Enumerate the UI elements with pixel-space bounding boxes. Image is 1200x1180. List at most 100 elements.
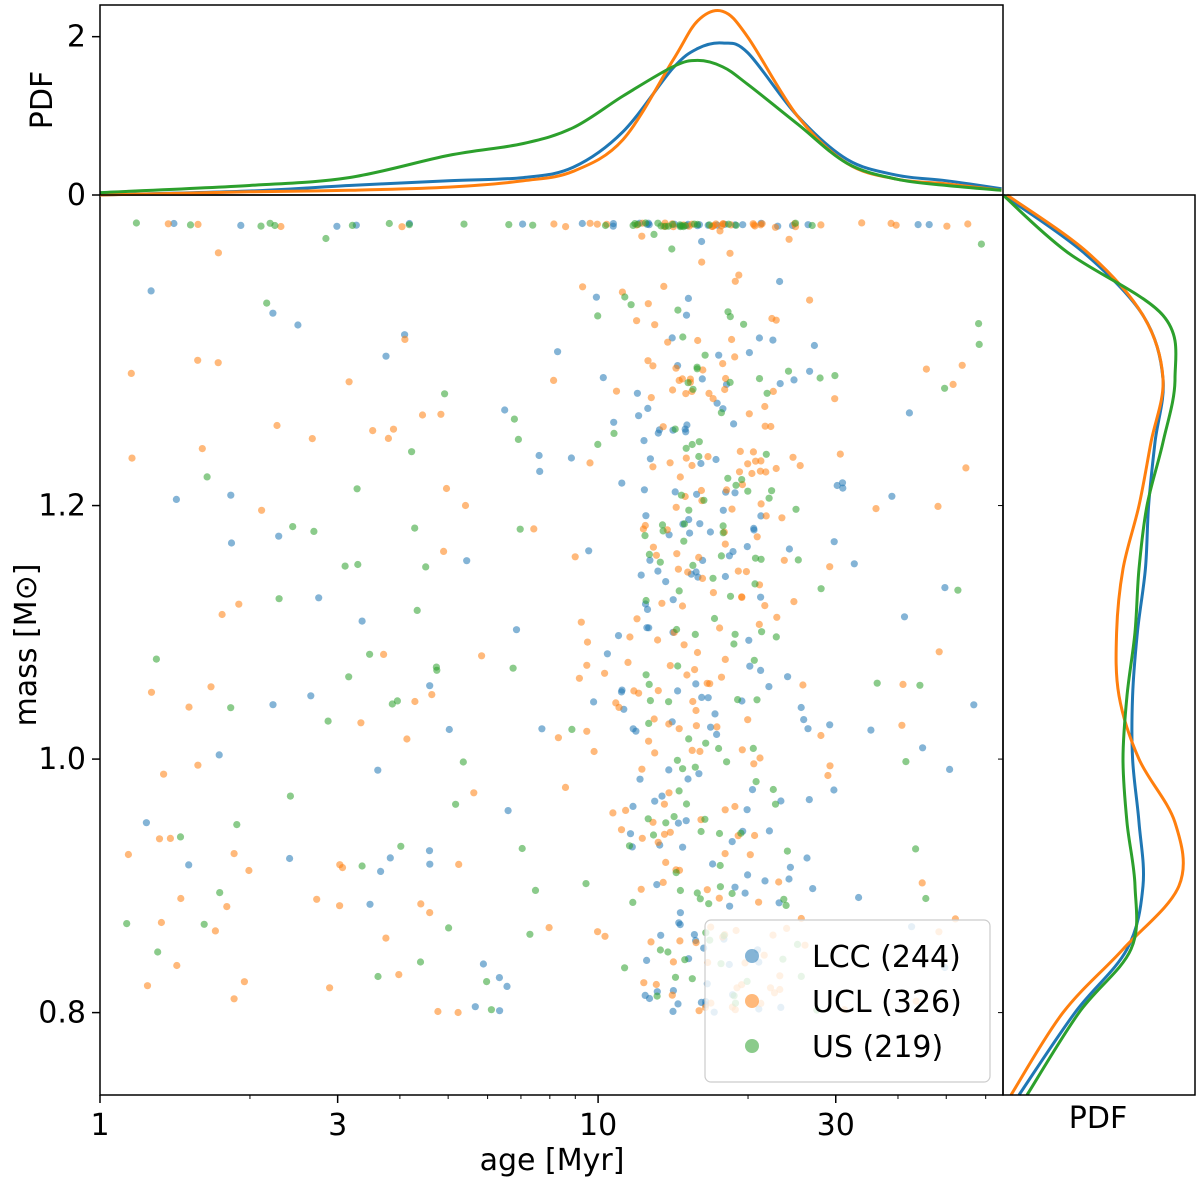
scatter-point bbox=[271, 221, 279, 230]
scatter-point bbox=[796, 462, 804, 470]
scatter-point bbox=[575, 674, 584, 682]
x-tick-label: 30 bbox=[817, 1108, 855, 1143]
scatter-point bbox=[428, 691, 436, 699]
scatter-point bbox=[757, 555, 765, 563]
scatter-point bbox=[717, 409, 726, 417]
scatter-point bbox=[610, 429, 618, 437]
scatter-point bbox=[697, 459, 705, 468]
scatter-point bbox=[695, 438, 703, 446]
scatter-point bbox=[348, 221, 356, 229]
scatter-point bbox=[719, 220, 727, 228]
scatter-point bbox=[693, 889, 701, 897]
scatter-point bbox=[166, 834, 174, 843]
scatter-point bbox=[751, 831, 759, 840]
scatter-point bbox=[755, 334, 764, 342]
scatter-point bbox=[590, 698, 598, 706]
scatter-point bbox=[640, 486, 649, 494]
scatter-point bbox=[693, 648, 702, 657]
scatter-point bbox=[670, 813, 678, 821]
scatter-point bbox=[954, 586, 962, 594]
scatter-point bbox=[194, 220, 202, 228]
scatter-point bbox=[441, 390, 449, 398]
scatter-point bbox=[761, 877, 769, 885]
scatter-point bbox=[366, 900, 374, 908]
scatter-point bbox=[170, 219, 178, 228]
scatter-point bbox=[765, 494, 773, 502]
scatter-point bbox=[765, 683, 773, 691]
scatter-point bbox=[745, 349, 754, 357]
scatter-point bbox=[518, 844, 526, 853]
scatter-point bbox=[382, 352, 390, 360]
scatter-point bbox=[366, 650, 374, 658]
scatter-point bbox=[724, 474, 732, 482]
scatter-point bbox=[775, 878, 783, 886]
scatter-point bbox=[658, 792, 666, 800]
scatter-point bbox=[658, 599, 666, 607]
scatter-point bbox=[583, 638, 592, 646]
scatter-point bbox=[675, 787, 683, 795]
series-points-ucl bbox=[124, 219, 972, 1017]
scatter-point bbox=[740, 320, 748, 328]
scatter-point bbox=[164, 220, 172, 228]
scatter-point bbox=[644, 300, 652, 308]
right-kde-curve-us bbox=[1002, 193, 1178, 1096]
scatter-point bbox=[682, 454, 690, 462]
scatter-point bbox=[380, 650, 388, 659]
scatter-point bbox=[612, 387, 621, 395]
scatter-point bbox=[645, 550, 654, 559]
scatter-point bbox=[578, 219, 586, 228]
scatter-point bbox=[514, 435, 523, 443]
scatter-point bbox=[659, 878, 667, 887]
scatter-point bbox=[962, 464, 970, 472]
scatter-point bbox=[922, 365, 931, 373]
scatter-point bbox=[826, 563, 834, 571]
scatter-point bbox=[699, 366, 707, 374]
scatter-point bbox=[674, 565, 683, 573]
scatter-point bbox=[411, 697, 419, 706]
y-tick-label: 1.2 bbox=[38, 489, 86, 524]
scatter-point bbox=[658, 521, 667, 529]
scatter-point bbox=[624, 658, 632, 667]
scatter-point bbox=[706, 680, 714, 688]
scatter-point bbox=[237, 221, 245, 229]
scatter-point bbox=[783, 847, 792, 855]
scatter-point bbox=[716, 861, 724, 870]
x-tick-label: 10 bbox=[579, 1108, 617, 1143]
scatter-point bbox=[651, 321, 659, 329]
scatter-point bbox=[765, 827, 774, 835]
scatter-point bbox=[916, 681, 924, 689]
scatter-point bbox=[776, 277, 784, 286]
scatter-point bbox=[545, 924, 553, 932]
scatter-point bbox=[637, 885, 645, 893]
y-tick-label: 0.8 bbox=[38, 996, 86, 1031]
scatter-point bbox=[554, 348, 562, 356]
scatter-point bbox=[203, 473, 211, 481]
scatter-point bbox=[679, 843, 687, 851]
scatter-point bbox=[654, 687, 662, 695]
scatter-point bbox=[676, 909, 685, 917]
scatter-point bbox=[516, 525, 524, 533]
scatter-point bbox=[728, 889, 736, 898]
right-kde-curve-ucl bbox=[1006, 193, 1185, 1096]
scatter-point bbox=[731, 277, 739, 285]
scatter-point bbox=[674, 662, 682, 670]
legend-box bbox=[704, 919, 991, 1083]
scatter-point bbox=[762, 468, 770, 476]
scatter-point bbox=[688, 746, 696, 755]
scatter-point bbox=[322, 234, 330, 243]
scatter-point bbox=[751, 580, 759, 588]
scatter-point bbox=[713, 723, 721, 731]
scatter-point bbox=[780, 556, 788, 564]
scatter-point bbox=[662, 858, 670, 867]
scatter-point bbox=[590, 747, 598, 756]
scatter-point bbox=[495, 974, 503, 982]
scatter-point bbox=[701, 815, 709, 823]
scatter-point bbox=[529, 221, 537, 229]
scatter-point bbox=[594, 928, 602, 936]
scatter-point bbox=[678, 602, 687, 610]
scatter-point bbox=[719, 522, 727, 530]
scatter-point bbox=[627, 301, 635, 309]
scatter-point bbox=[665, 720, 673, 728]
scatter-point bbox=[307, 692, 315, 700]
scatter-point bbox=[160, 770, 168, 778]
